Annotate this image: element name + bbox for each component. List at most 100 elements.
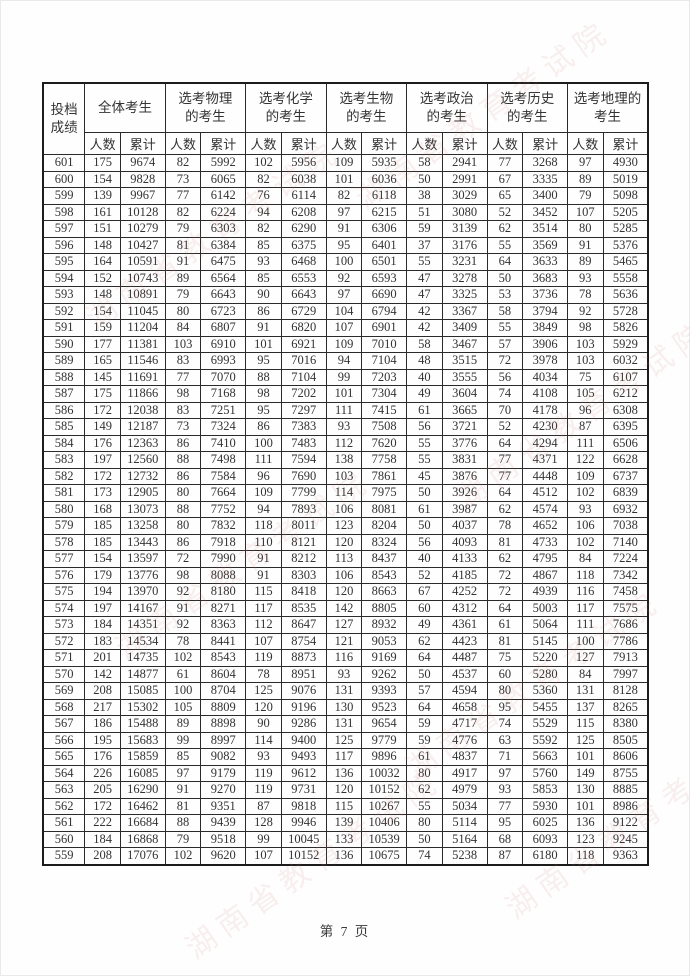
cumulative-cell: 5992	[200, 154, 247, 172]
count-cell: 183	[84, 632, 121, 650]
cumulative-cell: 5663	[522, 748, 568, 766]
count-cell: 120	[325, 533, 363, 551]
cumulative-cell: 15488	[119, 715, 166, 733]
count-cell: 194	[84, 583, 121, 601]
cumulative-cell: 9523	[361, 698, 408, 716]
count-cell: 94	[325, 352, 363, 370]
cumulative-cell: 10743	[119, 269, 166, 287]
score-cell: 559	[42, 847, 86, 865]
count-cell: 80	[164, 302, 202, 320]
cumulative-cell: 7832	[200, 517, 247, 535]
count-cell: 197	[84, 599, 121, 617]
cumulative-cell: 6553	[280, 269, 327, 287]
subheader-cumulative: 累计	[200, 132, 247, 155]
score-cell: 570	[42, 665, 86, 683]
table-row: 597 151 10279 79 6303 82 6290 91 6306 59 3139 62 351…	[42, 220, 649, 238]
cumulative-cell: 4979	[441, 781, 488, 799]
count-cell: 121	[325, 632, 363, 650]
cumulative-cell: 9179	[200, 764, 247, 782]
group-header-6: 选考地理的 考生	[566, 82, 649, 133]
cumulative-cell: 5592	[522, 731, 568, 749]
cumulative-cell: 7415	[361, 401, 408, 419]
count-cell: 185	[84, 533, 121, 551]
cumulative-cell: 3452	[522, 203, 568, 221]
cumulative-cell: 6107	[602, 368, 649, 386]
count-cell: 164	[84, 253, 121, 271]
score-cell: 592	[42, 302, 86, 320]
count-cell: 154	[84, 170, 121, 188]
count-cell: 84	[566, 550, 604, 568]
count-cell: 50	[406, 665, 443, 683]
count-cell: 105	[566, 385, 604, 403]
count-cell: 83	[164, 401, 202, 419]
cumulative-cell: 8951	[280, 665, 327, 683]
count-cell: 42	[406, 319, 443, 337]
cumulative-cell: 6593	[361, 269, 408, 287]
cumulative-cell: 8437	[361, 550, 408, 568]
count-cell: 81	[164, 797, 202, 815]
score-cell: 596	[42, 236, 86, 254]
cumulative-cell: 10539	[361, 830, 408, 848]
count-cell: 85	[164, 748, 202, 766]
cumulative-cell: 7104	[280, 368, 327, 386]
cumulative-cell: 6475	[200, 253, 247, 271]
cumulative-cell: 6506	[602, 434, 649, 452]
subheader-cumulative: 累计	[441, 132, 488, 155]
cumulative-cell: 3231	[441, 253, 488, 271]
count-cell: 77	[486, 467, 524, 485]
table-row: 581 173 12905 80 7664 109 7799 114 7975 50 3926 64 4…	[42, 484, 649, 502]
table-row: 577 154 13597 72 7990 91 8212 113 8437 40 4133 62 47…	[42, 550, 649, 568]
score-cell: 582	[42, 467, 86, 485]
count-cell: 195	[84, 731, 121, 749]
subheader-cumulative: 累计	[119, 132, 166, 155]
count-cell: 107	[566, 203, 604, 221]
cumulative-cell: 9612	[280, 764, 327, 782]
cumulative-cell: 4917	[441, 764, 488, 782]
count-cell: 107	[245, 632, 282, 650]
cumulative-cell: 4037	[441, 517, 488, 535]
count-cell: 172	[84, 797, 121, 815]
cumulative-cell: 6303	[200, 220, 247, 238]
cumulative-cell: 5034	[441, 797, 488, 815]
count-cell: 185	[84, 517, 121, 535]
cumulative-cell: 4185	[441, 566, 488, 584]
count-cell: 60	[406, 599, 443, 617]
count-cell: 127	[566, 649, 604, 667]
count-cell: 95	[245, 352, 282, 370]
count-cell: 80	[486, 682, 524, 700]
cumulative-cell: 7584	[200, 467, 247, 485]
count-cell: 101	[566, 748, 604, 766]
table-row: 564 226 16085 97 9179 119 9612 136 10032 80 4917 97…	[42, 764, 649, 782]
count-cell: 222	[84, 814, 121, 832]
cumulative-cell: 3335	[522, 170, 568, 188]
cumulative-cell: 10267	[361, 797, 408, 815]
cumulative-cell: 13258	[119, 517, 166, 535]
score-cell: 575	[42, 583, 86, 601]
count-cell: 81	[164, 236, 202, 254]
cumulative-cell: 2941	[441, 154, 488, 172]
cumulative-cell: 4512	[522, 484, 568, 502]
count-cell: 111	[245, 451, 282, 469]
cumulative-cell: 7383	[280, 418, 327, 436]
count-cell: 56	[406, 533, 443, 551]
count-cell: 59	[406, 220, 443, 238]
table-row: 574 197 14167 91 8271 117 8535 142 8805 60 4312 64 5…	[42, 599, 649, 617]
cumulative-cell: 14735	[119, 649, 166, 667]
count-cell: 47	[406, 286, 443, 304]
count-cell: 62	[406, 781, 443, 799]
count-cell: 78	[164, 632, 202, 650]
count-cell: 61	[406, 500, 443, 518]
table-row: 576 179 13776 98 8088 91 8303 106 8543 52 4185 72 48…	[42, 566, 649, 584]
cumulative-cell: 7168	[200, 385, 247, 403]
count-cell: 80	[566, 220, 604, 238]
cumulative-cell: 7620	[361, 434, 408, 452]
group-header-0: 全体考生	[84, 82, 166, 133]
count-cell: 79	[164, 286, 202, 304]
count-cell: 184	[84, 616, 121, 634]
cumulative-cell: 8809	[200, 698, 247, 716]
subheader-count: 人数	[406, 132, 443, 155]
count-cell: 61	[486, 616, 524, 634]
cumulative-cell: 8805	[361, 599, 408, 617]
group-header-2: 选考化学 的考生	[245, 82, 327, 133]
score-cell: 601	[42, 154, 86, 172]
